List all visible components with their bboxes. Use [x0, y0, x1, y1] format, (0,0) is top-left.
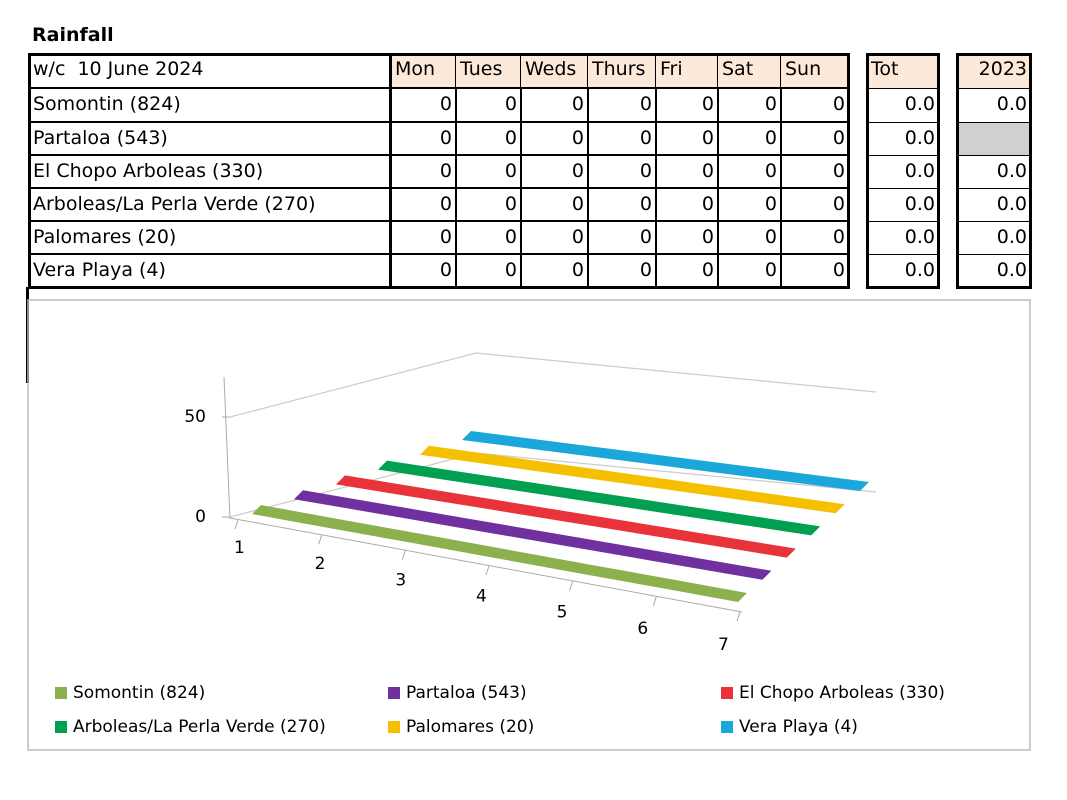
block-border [956, 53, 1032, 289]
x-tick [569, 581, 574, 591]
header-cell: Tues [455, 53, 522, 89]
x-tick [318, 535, 323, 545]
row-border [28, 253, 850, 255]
x-tick-label: 5 [557, 603, 568, 623]
legend-label: El Chopo Arboleas (330) [739, 683, 945, 703]
header-cell: Fri [655, 53, 719, 89]
y-tick-label: 0 [195, 507, 206, 527]
series-ribbon [378, 460, 821, 536]
x-tick [401, 550, 406, 560]
row-border [28, 121, 850, 123]
series-ribbon [336, 475, 796, 558]
row-border [28, 220, 850, 222]
grid-line [229, 452, 877, 518]
x-tick [652, 596, 657, 606]
legend-label: Somontin (824) [73, 683, 205, 703]
x-tick-label: 2 [315, 554, 326, 574]
legend-swatch [721, 687, 733, 699]
x-tick [736, 611, 741, 622]
x-tick [485, 565, 490, 576]
header-cell: Thurs [587, 53, 657, 89]
series-ribbon [252, 505, 747, 602]
legend-swatch [721, 721, 733, 733]
legend-label: Arboleas/La Perla Verde (270) [73, 717, 326, 737]
y-axis [223, 376, 231, 520]
x-axis [229, 517, 743, 613]
header-cell: Weds [520, 53, 589, 89]
legend-swatch [388, 687, 400, 699]
header-cell: Tot [866, 53, 940, 89]
header-cell: 2023 [956, 53, 1032, 89]
row-border [28, 87, 850, 89]
table-cell: Arboleas/La Perla Verde (270) [28, 188, 392, 222]
chart-frame [27, 299, 1031, 751]
block-border [866, 53, 940, 289]
legend-label: Palomares (20) [406, 717, 534, 737]
legend-swatch [55, 687, 67, 699]
x-tick [234, 519, 239, 530]
series-ribbon [294, 490, 772, 580]
row-border [28, 187, 850, 189]
x-tick-label: 3 [395, 570, 406, 590]
x-tick-label: 7 [718, 635, 729, 655]
x-tick-label: 6 [637, 619, 648, 639]
sheet-title: Rainfall [32, 24, 114, 46]
table-cell [956, 122, 1032, 156]
legend-label: Partaloa (543) [406, 683, 527, 703]
row-border [28, 154, 850, 156]
grid-line [229, 352, 877, 418]
series-ribbon [420, 445, 845, 514]
row-border [28, 287, 850, 289]
x-tick-label: 1 [234, 538, 245, 558]
header-cell: Sat [717, 53, 782, 89]
y-tick-label: 50 [184, 407, 206, 427]
x-tick-label: 4 [476, 587, 487, 607]
legend-swatch [388, 721, 400, 733]
legend-swatch [55, 721, 67, 733]
legend-label: Vera Playa (4) [739, 717, 858, 737]
column-border [389, 53, 392, 288]
series-ribbon [462, 431, 869, 491]
